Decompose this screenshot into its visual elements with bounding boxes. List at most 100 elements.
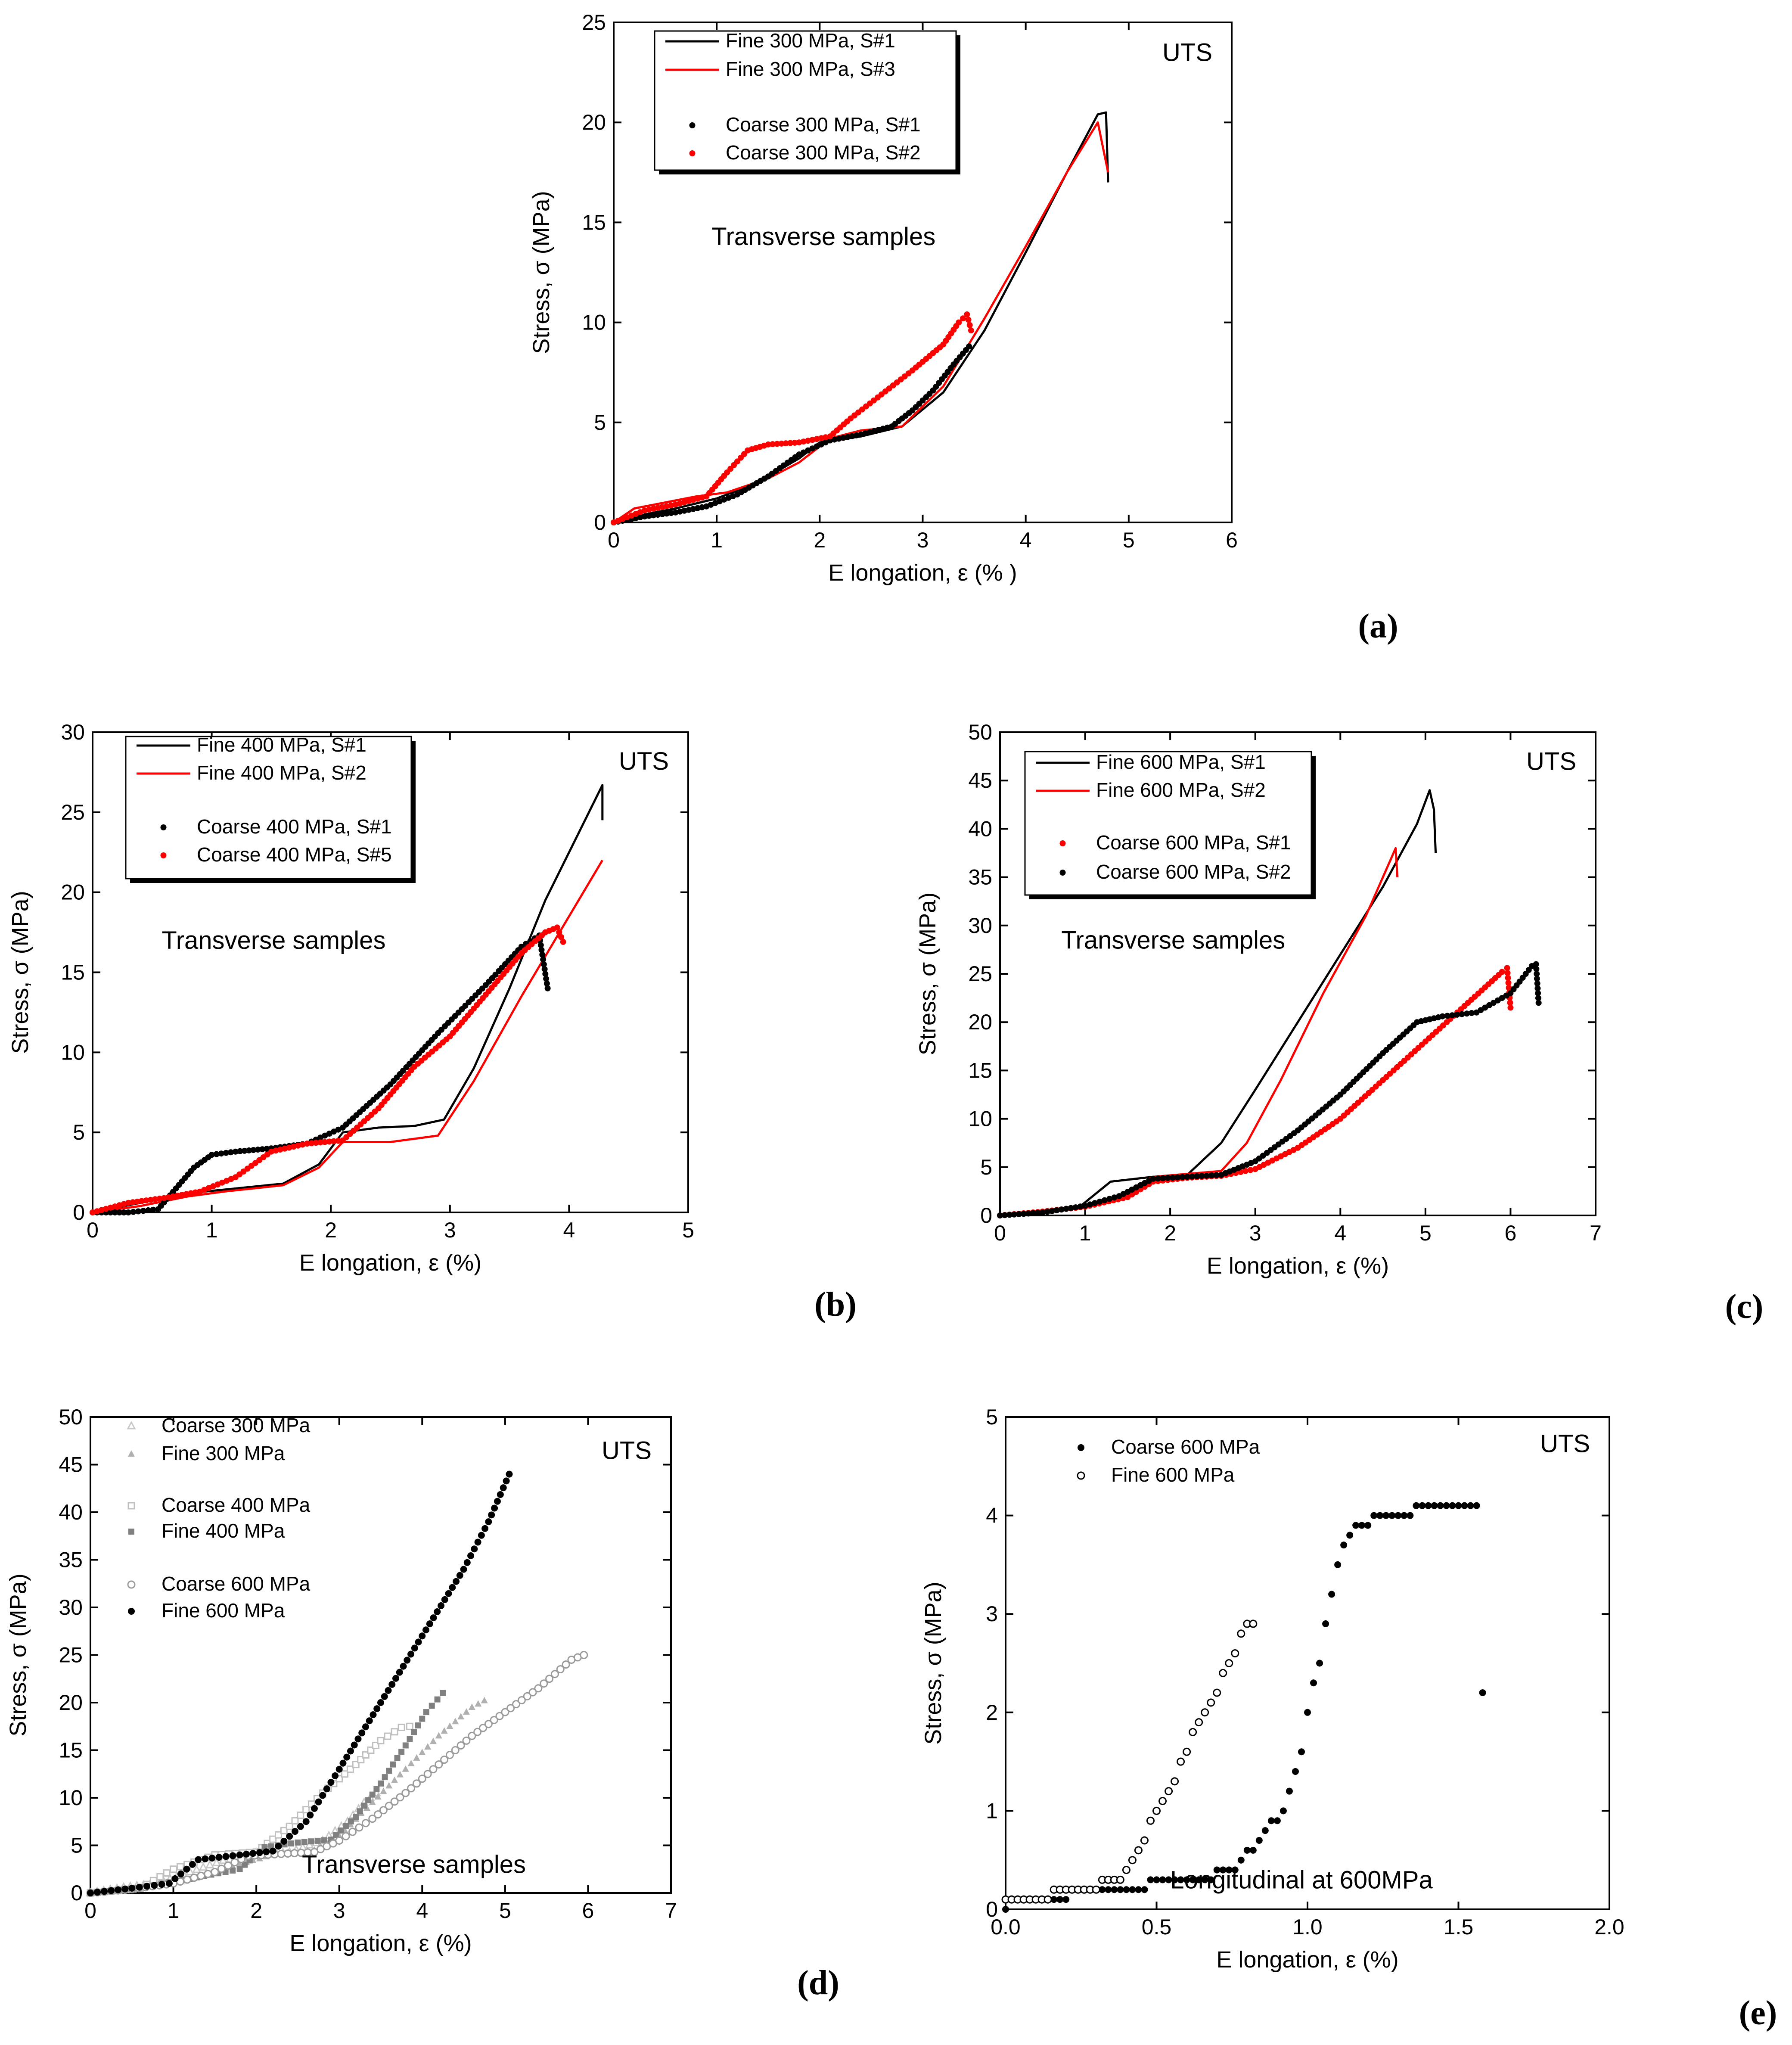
- legend: Coarse 300 MPa Fine 300 MPa Coarse 400 MPa…: [127, 1414, 311, 1622]
- data-point: [326, 1138, 332, 1145]
- data-point: [1179, 1174, 1186, 1180]
- series-fine-300-mpa-s-3: [613, 121, 1109, 524]
- data-point: [445, 1590, 452, 1597]
- data-point: [1499, 969, 1505, 975]
- data-point: [150, 1206, 156, 1213]
- data-point: [404, 1657, 411, 1664]
- data-point: [1213, 1866, 1221, 1874]
- data-point: [534, 1684, 543, 1693]
- data-point: [121, 1209, 127, 1215]
- data-point: [139, 1198, 145, 1204]
- data-point: [292, 1828, 299, 1835]
- data-point: [453, 1578, 460, 1585]
- y-tick-label: 40: [59, 1500, 83, 1524]
- y-tick-label: 30: [59, 1595, 83, 1619]
- legend: Fine 400 MPa, S#1 Fine 400 MPa, S#2 Coarse…: [125, 733, 416, 883]
- data-point: [650, 512, 657, 519]
- x-axis-title: E longation, ε (%): [1207, 1253, 1389, 1279]
- data-point: [374, 1793, 382, 1800]
- data-point: [236, 1860, 243, 1867]
- data-point: [163, 1869, 171, 1877]
- x-tick-label: 7: [665, 1899, 677, 1923]
- data-point: [1255, 1837, 1263, 1844]
- data-point: [346, 1765, 354, 1773]
- data-point: [402, 1765, 409, 1772]
- data-point: [302, 1806, 310, 1814]
- data-point: [419, 1716, 425, 1722]
- y-axis-title: Stress, σ (MPa): [920, 1582, 946, 1744]
- data-point: [1122, 1866, 1130, 1874]
- data-point: [335, 1765, 343, 1773]
- data-point: [353, 1814, 359, 1820]
- data-point: [1194, 1173, 1200, 1179]
- data-point: [249, 1850, 257, 1857]
- data-point: [452, 1718, 459, 1725]
- data-point: [211, 1868, 219, 1876]
- data-point: [426, 1620, 433, 1628]
- data-point: [202, 1855, 209, 1862]
- data-point: [770, 441, 776, 448]
- data-point: [1425, 1502, 1432, 1509]
- data-point: [966, 343, 972, 350]
- legend-marker: [128, 1608, 135, 1615]
- data-point: [501, 1708, 509, 1716]
- data-point: [390, 1761, 396, 1768]
- data-point: [965, 317, 972, 323]
- data-point: [165, 1194, 172, 1200]
- data-point: [490, 1716, 498, 1725]
- data-point: [778, 440, 785, 447]
- data-point: [341, 1770, 349, 1778]
- data-point: [1177, 1876, 1184, 1883]
- data-point: [1002, 1212, 1008, 1218]
- data-point: [259, 1146, 266, 1153]
- data-point: [1243, 1846, 1251, 1854]
- data-point: [1030, 1210, 1036, 1216]
- data-point: [1352, 1522, 1360, 1529]
- data-point: [434, 1608, 441, 1616]
- data-point: [1160, 1175, 1166, 1181]
- data-point: [107, 1209, 114, 1215]
- data-point: [366, 1717, 373, 1725]
- data-point: [1449, 1502, 1456, 1509]
- data-point: [177, 1863, 184, 1871]
- data-point: [484, 1720, 493, 1728]
- data-point: [1184, 1174, 1190, 1180]
- data-point: [1444, 1013, 1450, 1019]
- data-point: [323, 1785, 330, 1793]
- data-point: [1116, 1875, 1124, 1884]
- data-point: [355, 1823, 363, 1832]
- data-point: [183, 1875, 192, 1884]
- data-point: [136, 1883, 143, 1891]
- data-point: [365, 1797, 372, 1803]
- y-tick-label: 10: [582, 311, 606, 335]
- data-point: [230, 1867, 236, 1874]
- data-point: [145, 1207, 152, 1213]
- data-point: [411, 1644, 418, 1652]
- data-point: [1449, 1012, 1455, 1019]
- y-tick-label: 0: [71, 1881, 83, 1905]
- x-tick-label: 6: [1505, 1221, 1517, 1245]
- data-point: [1463, 1010, 1470, 1017]
- data-point: [497, 1491, 504, 1498]
- data-point: [377, 1737, 385, 1744]
- data-point: [968, 327, 974, 334]
- data-point: [1155, 1175, 1161, 1182]
- data-point: [183, 1865, 190, 1873]
- y-tick-label: 45: [59, 1453, 83, 1477]
- legend-label: Coarse 600 MPa, S#2: [1096, 861, 1291, 883]
- data-point: [301, 1839, 307, 1845]
- data-point: [1388, 1512, 1396, 1519]
- uts-label: UTS: [1526, 747, 1576, 775]
- series-coarse-600-mpa-s-2: [997, 961, 1542, 1218]
- legend-marker: [128, 1529, 134, 1535]
- data-point: [1322, 1620, 1329, 1628]
- data-point: [391, 1776, 398, 1783]
- data-point: [1249, 1619, 1258, 1628]
- x-tick-label: 2: [250, 1899, 262, 1923]
- data-point: [1292, 1768, 1299, 1775]
- legend: Fine 600 MPa, S#1 Fine 600 MPa, S#2 Coarse…: [1024, 751, 1316, 899]
- data-point: [1177, 1757, 1185, 1766]
- data-point: [1165, 1787, 1173, 1796]
